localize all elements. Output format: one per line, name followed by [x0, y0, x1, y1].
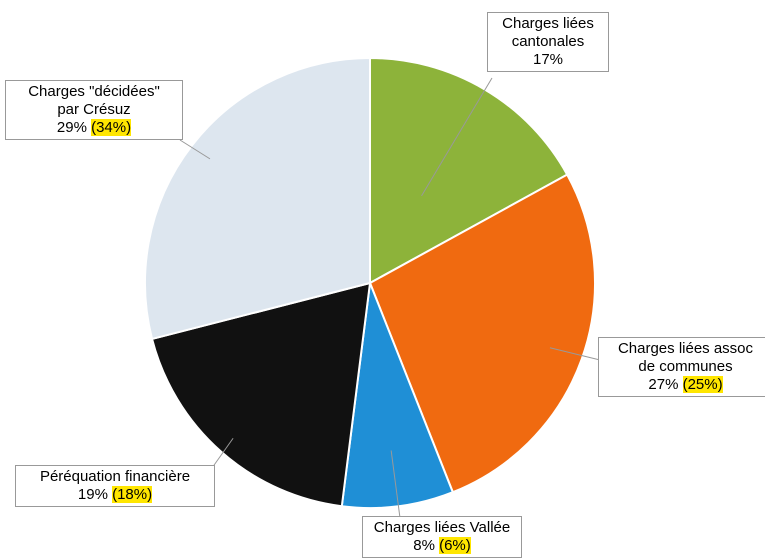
slice-label: Charges liées assoc de communes	[617, 340, 754, 375]
pie-slice	[150, 281, 372, 508]
value-label: 8%	[413, 537, 435, 554]
callout: Charges "décidées" par Crésuz 29% (34%)	[5, 80, 183, 140]
callout-pointer	[179, 139, 211, 160]
callout: Charges liées cantonales 17%	[487, 12, 609, 72]
secondary-label: (25%)	[682, 376, 723, 393]
value-line: 17%	[494, 51, 602, 69]
secondary-label: (34%)	[91, 119, 132, 136]
value-line: 8% (6%)	[369, 537, 515, 555]
slice-label: Charges liées cantonales	[502, 15, 594, 50]
callout-pointer	[549, 347, 601, 361]
pie-slice	[369, 56, 569, 285]
pie-slice	[368, 173, 596, 494]
callout: Charges liées Vallée 8% (6%)	[362, 516, 522, 558]
slice-label: Charges liées Vallée	[373, 519, 511, 536]
value-label: 27%	[648, 376, 679, 393]
callout-pointer	[390, 450, 401, 519]
secondary-label: (18%)	[112, 486, 153, 503]
callout: Charges liées assoc de communes 27% (25%)	[598, 337, 765, 397]
secondary-label: (6%)	[439, 537, 471, 554]
value-line: 29% (34%)	[12, 119, 176, 137]
value-line: 19% (18%)	[22, 486, 208, 504]
callout-pointer	[421, 77, 493, 197]
pie-slice	[144, 56, 371, 341]
value-line: 27% (25%)	[605, 376, 765, 394]
value-label: 17%	[532, 51, 564, 68]
value-label: 29%	[56, 119, 87, 136]
slice-label: Charges "décidées" par Crésuz	[28, 83, 160, 118]
value-label: 19%	[77, 486, 108, 503]
callout: Péréquation financière 19% (18%)	[15, 465, 215, 507]
slice-label: Péréquation financière	[39, 468, 191, 485]
callout-pointer	[211, 437, 234, 469]
